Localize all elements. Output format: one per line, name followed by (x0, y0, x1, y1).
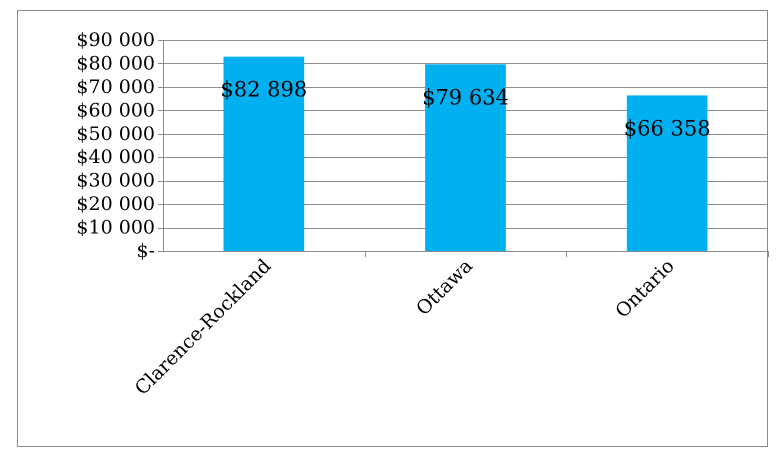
y-tick-label: $- (136, 240, 155, 262)
y-tick-label: $30 000 (76, 170, 155, 192)
y-tick-label: $40 000 (76, 146, 155, 168)
y-tick-label: $10 000 (76, 217, 155, 239)
category-label: Ontario (611, 255, 678, 322)
y-tick-label: $70 000 (76, 76, 155, 98)
data-labels: $82 898 $79 634 $66 358 (220, 78, 710, 141)
data-label: $79 634 (422, 85, 509, 109)
y-tick-label: $50 000 (76, 123, 155, 145)
category-labels: Clarence-Rockland Ottawa Ontario (131, 255, 679, 400)
data-label: $66 358 (624, 116, 711, 140)
category-label: Ottawa (412, 255, 477, 320)
bars (223, 56, 708, 252)
data-label: $82 898 (220, 78, 307, 102)
y-tick-label: $20 000 (76, 193, 155, 215)
y-tick-label: $60 000 (76, 99, 155, 121)
bar-ottawa (425, 64, 506, 251)
category-label: Clarence-Rockland (131, 255, 276, 400)
axes (163, 40, 768, 252)
bar-ontario (626, 95, 708, 251)
y-tick-label: $80 000 (76, 52, 155, 74)
bar-clarence-rockland (223, 56, 305, 252)
y-tick-labels: $-$10 000$20 000$30 000$40 000$50 000$60… (76, 29, 163, 262)
x-ticks (365, 251, 769, 257)
y-tick-label: $90 000 (76, 29, 155, 51)
